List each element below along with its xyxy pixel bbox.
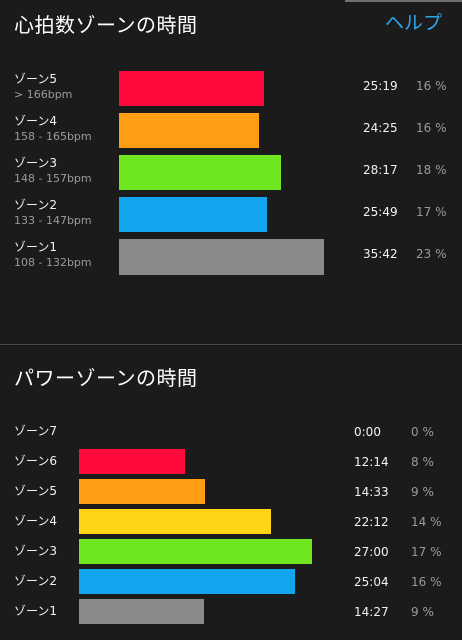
power-zone-row: ゾーン7 0:00 0 % bbox=[0, 418, 462, 446]
zone-name: ゾーン3 bbox=[14, 544, 58, 558]
zone-name: ゾーン2 bbox=[14, 198, 58, 212]
heart-rate-zone-row: ゾーン5 > 166bpm 25:19 16 % bbox=[0, 70, 462, 110]
heart-rate-zone-row: ゾーン2 133 - 147bpm 25:49 17 % bbox=[0, 196, 462, 236]
zone-time: 25:19 bbox=[363, 79, 398, 93]
heart-rate-zone-row: ゾーン1 108 - 132bpm 35:42 23 % bbox=[0, 238, 462, 278]
power-zone-row: ゾーン6 12:14 8 % bbox=[0, 448, 462, 476]
zone-bar bbox=[119, 71, 264, 106]
zone-bpm-range: 158 - 165bpm bbox=[14, 130, 92, 143]
zone-time: 35:42 bbox=[363, 247, 398, 261]
zone-percent: 14 % bbox=[411, 515, 442, 529]
section-divider bbox=[0, 344, 462, 345]
zone-bar bbox=[119, 239, 324, 275]
zone-time: 25:49 bbox=[363, 205, 398, 219]
power-zone-row: ゾーン3 27:00 17 % bbox=[0, 538, 462, 566]
zone-bar bbox=[79, 509, 271, 534]
zone-time: 24:25 bbox=[363, 121, 398, 135]
zone-name: ゾーン1 bbox=[14, 240, 58, 254]
heart-rate-zone-row: ゾーン3 148 - 157bpm 28:17 18 % bbox=[0, 154, 462, 194]
top-edge bbox=[0, 0, 462, 8]
zone-time: 22:12 bbox=[354, 515, 389, 529]
zone-percent: 17 % bbox=[411, 545, 442, 559]
zone-bpm-range: 108 - 132bpm bbox=[14, 256, 92, 269]
zone-name: ゾーン1 bbox=[14, 604, 58, 618]
zone-percent: 16 % bbox=[411, 575, 442, 589]
zone-bar bbox=[79, 449, 185, 474]
zone-name: ゾーン5 bbox=[14, 484, 58, 498]
zone-name: ゾーン6 bbox=[14, 454, 58, 468]
zone-percent: 16 % bbox=[416, 79, 447, 93]
zone-percent: 0 % bbox=[411, 425, 434, 439]
zone-time: 28:17 bbox=[363, 163, 398, 177]
help-link[interactable]: ヘルプ bbox=[384, 12, 442, 34]
zone-name: ゾーン2 bbox=[14, 574, 58, 588]
zone-time: 14:33 bbox=[354, 485, 389, 499]
zone-time: 14:27 bbox=[354, 605, 389, 619]
zone-bar bbox=[79, 539, 312, 564]
zone-percent: 16 % bbox=[416, 121, 447, 135]
top-edge-segment bbox=[345, 0, 462, 2]
zone-bar bbox=[79, 479, 205, 504]
power-title: パワーゾーンの時間 bbox=[14, 366, 198, 390]
power-zone-row: ゾーン4 22:12 14 % bbox=[0, 508, 462, 536]
zone-bpm-range: > 166bpm bbox=[14, 88, 73, 101]
zone-percent: 9 % bbox=[411, 485, 434, 499]
zone-time: 12:14 bbox=[354, 455, 389, 469]
zone-bar bbox=[79, 569, 295, 594]
heart-rate-title: 心拍数ゾーンの時間 bbox=[14, 13, 198, 37]
zone-percent: 18 % bbox=[416, 163, 447, 177]
zone-time: 25:04 bbox=[354, 575, 389, 589]
power-zone-row: ゾーン2 25:04 16 % bbox=[0, 568, 462, 596]
zone-name: ゾーン7 bbox=[14, 424, 58, 438]
zone-bar bbox=[119, 113, 259, 148]
zone-bpm-range: 148 - 157bpm bbox=[14, 172, 92, 185]
power-zone-row: ゾーン1 14:27 9 % bbox=[0, 598, 462, 626]
zone-time: 0:00 bbox=[354, 425, 381, 439]
zone-name: ゾーン3 bbox=[14, 156, 58, 170]
zone-bar bbox=[119, 155, 281, 190]
zone-bar bbox=[119, 197, 267, 232]
zone-time: 27:00 bbox=[354, 545, 389, 559]
zone-bar bbox=[79, 599, 204, 624]
power-zone-row: ゾーン5 14:33 9 % bbox=[0, 478, 462, 506]
zone-name: ゾーン4 bbox=[14, 514, 58, 528]
zone-bpm-range: 133 - 147bpm bbox=[14, 214, 92, 227]
zone-percent: 8 % bbox=[411, 455, 434, 469]
zone-percent: 9 % bbox=[411, 605, 434, 619]
zone-percent: 23 % bbox=[416, 247, 447, 261]
zone-percent: 17 % bbox=[416, 205, 447, 219]
zone-name: ゾーン5 bbox=[14, 72, 58, 86]
heart-rate-zone-row: ゾーン4 158 - 165bpm 24:25 16 % bbox=[0, 112, 462, 152]
zone-name: ゾーン4 bbox=[14, 114, 58, 128]
